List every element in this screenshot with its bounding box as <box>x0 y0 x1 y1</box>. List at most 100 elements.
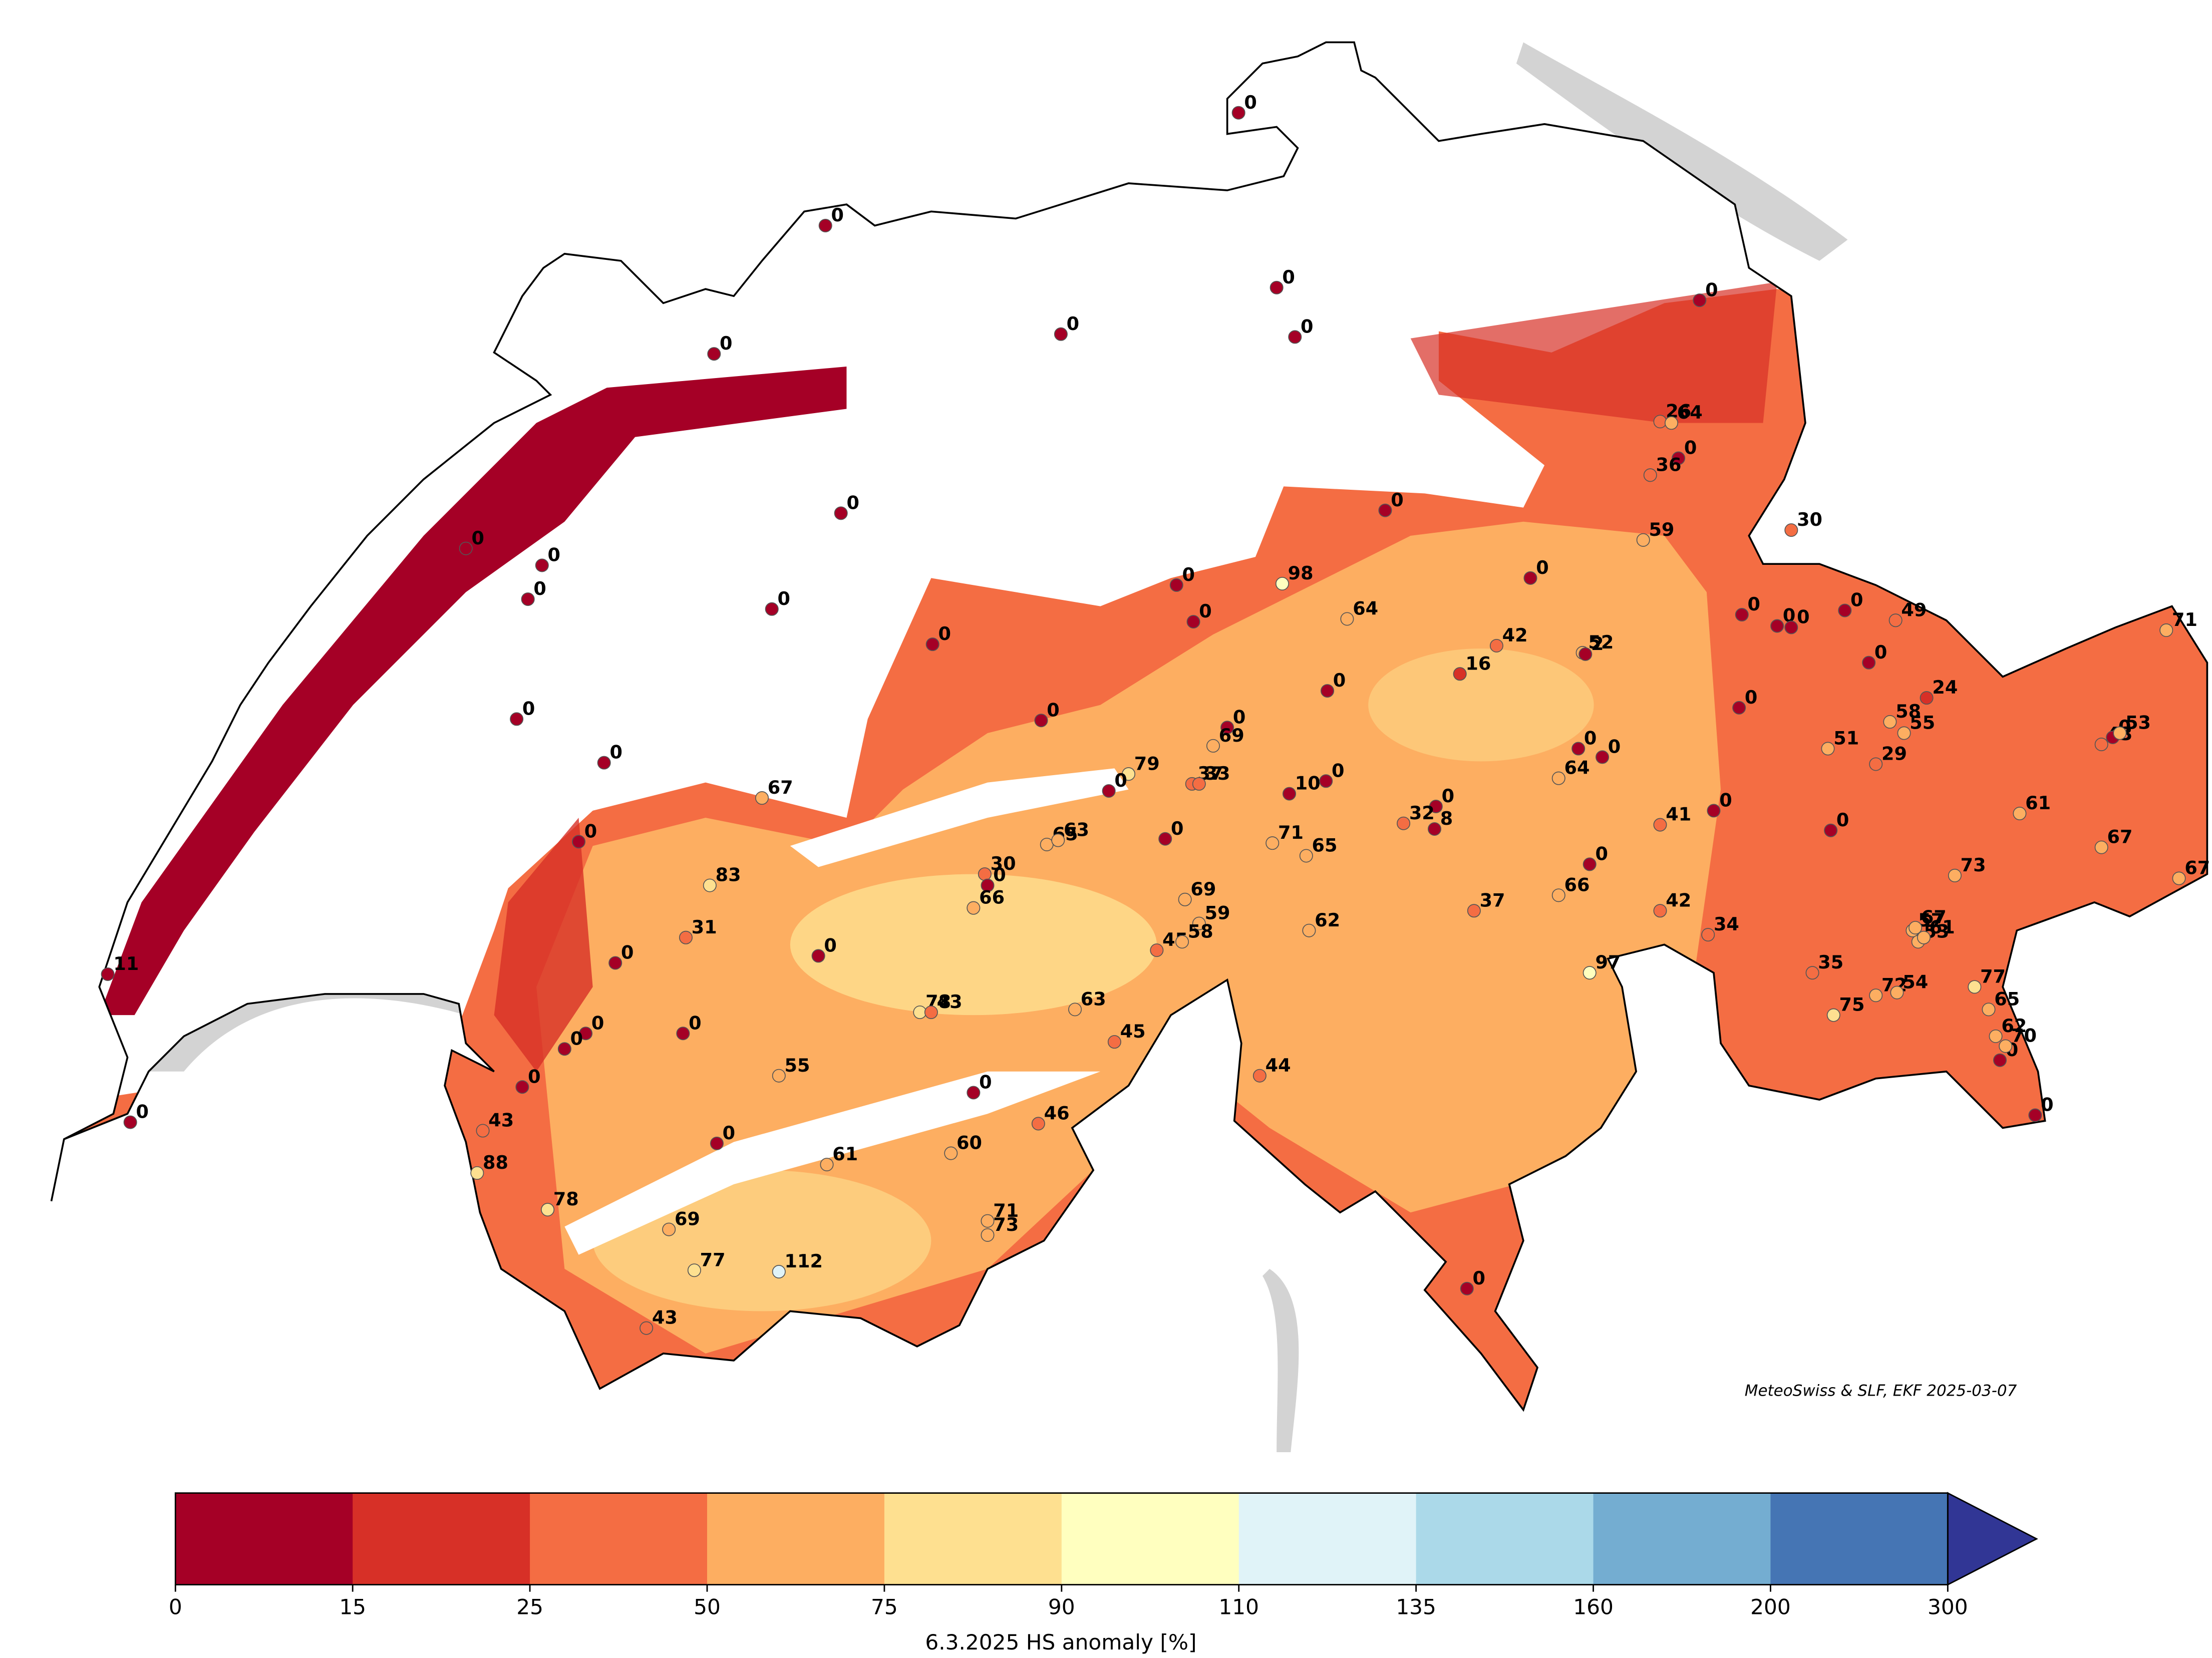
station-label: 71 <box>2172 609 2197 630</box>
station-marker <box>1989 1029 2003 1043</box>
station-marker <box>1453 667 1467 681</box>
station-label: 0 <box>720 333 732 354</box>
station-label: 0 <box>1301 315 1313 337</box>
station-marker <box>1266 836 1280 850</box>
colorbar-segment <box>1061 1493 1240 1585</box>
station-label: 75 <box>1839 994 1865 1016</box>
station-marker <box>535 558 549 572</box>
station-label: 63 <box>1064 819 1089 841</box>
station-label: 46 <box>1044 1102 1070 1124</box>
station-label: 0 <box>1473 1267 1485 1289</box>
station-marker <box>834 506 848 520</box>
station-label: 55 <box>1910 712 1935 734</box>
station-label: 2 <box>1591 633 1604 654</box>
station-label: 0 <box>979 1072 992 1093</box>
station-label: 57 <box>1918 909 1944 931</box>
station-marker <box>820 1158 834 1172</box>
station-label: 0 <box>831 204 843 226</box>
station-marker <box>710 1136 724 1150</box>
station-marker <box>1643 468 1657 482</box>
station-marker <box>1869 757 1883 771</box>
station-marker <box>2094 738 2108 752</box>
colorbar-tick-label: 50 <box>694 1595 721 1619</box>
station-label: 0 <box>1282 266 1295 288</box>
station-label: 51 <box>1833 728 1859 749</box>
station-label: 42 <box>1502 624 1528 646</box>
station-marker <box>1051 833 1065 847</box>
station-label: 0 <box>533 578 546 599</box>
colorbar-label: 6.3.2025 HS anomaly [%] <box>925 1630 1196 1654</box>
station-marker <box>1192 916 1206 930</box>
station-label: 0 <box>1745 687 1757 708</box>
station-label: 64 <box>1353 598 1378 619</box>
station-marker <box>1653 415 1667 429</box>
station-marker <box>640 1321 654 1335</box>
station-label: 0 <box>846 492 859 513</box>
station-label: 67 <box>2107 826 2132 848</box>
station-label: 0 <box>1333 670 1346 691</box>
colorbar-tick-label: 200 <box>1750 1595 1791 1619</box>
station-label: 10 <box>1295 773 1321 794</box>
station-marker <box>1068 1003 1082 1017</box>
station-label: 73 <box>1961 854 1986 876</box>
colorbar-tick-label: 300 <box>1928 1595 1968 1619</box>
station-label: 0 <box>584 820 597 842</box>
station-marker <box>924 1005 938 1020</box>
station-label: 69 <box>675 1208 700 1230</box>
station-marker <box>967 901 981 915</box>
station-label: 34 <box>1714 913 1739 935</box>
station-marker <box>1653 904 1667 918</box>
station-label: 83 <box>716 864 741 886</box>
station-marker <box>1826 1008 1840 1022</box>
station-marker <box>1653 818 1667 832</box>
station-marker <box>1824 823 1838 837</box>
station-label: 60 <box>957 1132 982 1154</box>
station-label: 43 <box>488 1110 514 1131</box>
station-label: 67 <box>768 777 793 798</box>
station-marker <box>541 1203 555 1217</box>
station-marker <box>1378 503 1392 517</box>
station-marker <box>1636 533 1650 547</box>
station-marker <box>1735 608 1749 622</box>
station-marker <box>679 930 693 944</box>
station-label: 73 <box>993 1214 1019 1235</box>
station-marker <box>1784 620 1798 634</box>
station-label: 0 <box>689 1012 701 1034</box>
station-marker <box>2113 726 2127 740</box>
station-label: 66 <box>979 887 1005 908</box>
station-marker <box>913 1005 927 1020</box>
station-marker <box>579 1027 593 1041</box>
station-marker <box>1784 523 1798 537</box>
station-marker <box>1805 966 1819 980</box>
station-marker <box>476 1124 490 1138</box>
station-label: 63 <box>1081 988 1106 1010</box>
station-marker <box>1169 578 1183 592</box>
station-marker <box>944 1146 958 1160</box>
station-label: 0 <box>136 1101 148 1123</box>
station-label: 45 <box>1120 1021 1146 1042</box>
station-marker <box>101 967 115 981</box>
station-label: 0 <box>1199 600 1211 622</box>
station-marker <box>1551 888 1565 902</box>
station-marker <box>1583 857 1597 871</box>
station-label: 98 <box>1288 562 1314 584</box>
station-marker <box>2094 840 2108 854</box>
station-marker <box>1732 701 1746 715</box>
station-label: 0 <box>528 1066 540 1087</box>
station-label: 0 <box>472 527 484 549</box>
station-marker <box>2159 623 2173 637</box>
station-label: 16 <box>1465 652 1491 674</box>
station-marker <box>1571 742 1586 756</box>
station-marker <box>981 878 995 892</box>
station-marker <box>1467 904 1481 918</box>
station-marker <box>1302 923 1316 937</box>
station-marker <box>1770 619 1784 633</box>
station-marker <box>1429 799 1443 813</box>
station-marker <box>1583 966 1597 980</box>
station-label: 64 <box>1677 402 1703 423</box>
station-marker <box>1054 327 1068 341</box>
station-label: 58 <box>1188 920 1213 942</box>
station-marker <box>1838 603 1852 617</box>
colorbar-tick-label: 110 <box>1218 1595 1259 1619</box>
